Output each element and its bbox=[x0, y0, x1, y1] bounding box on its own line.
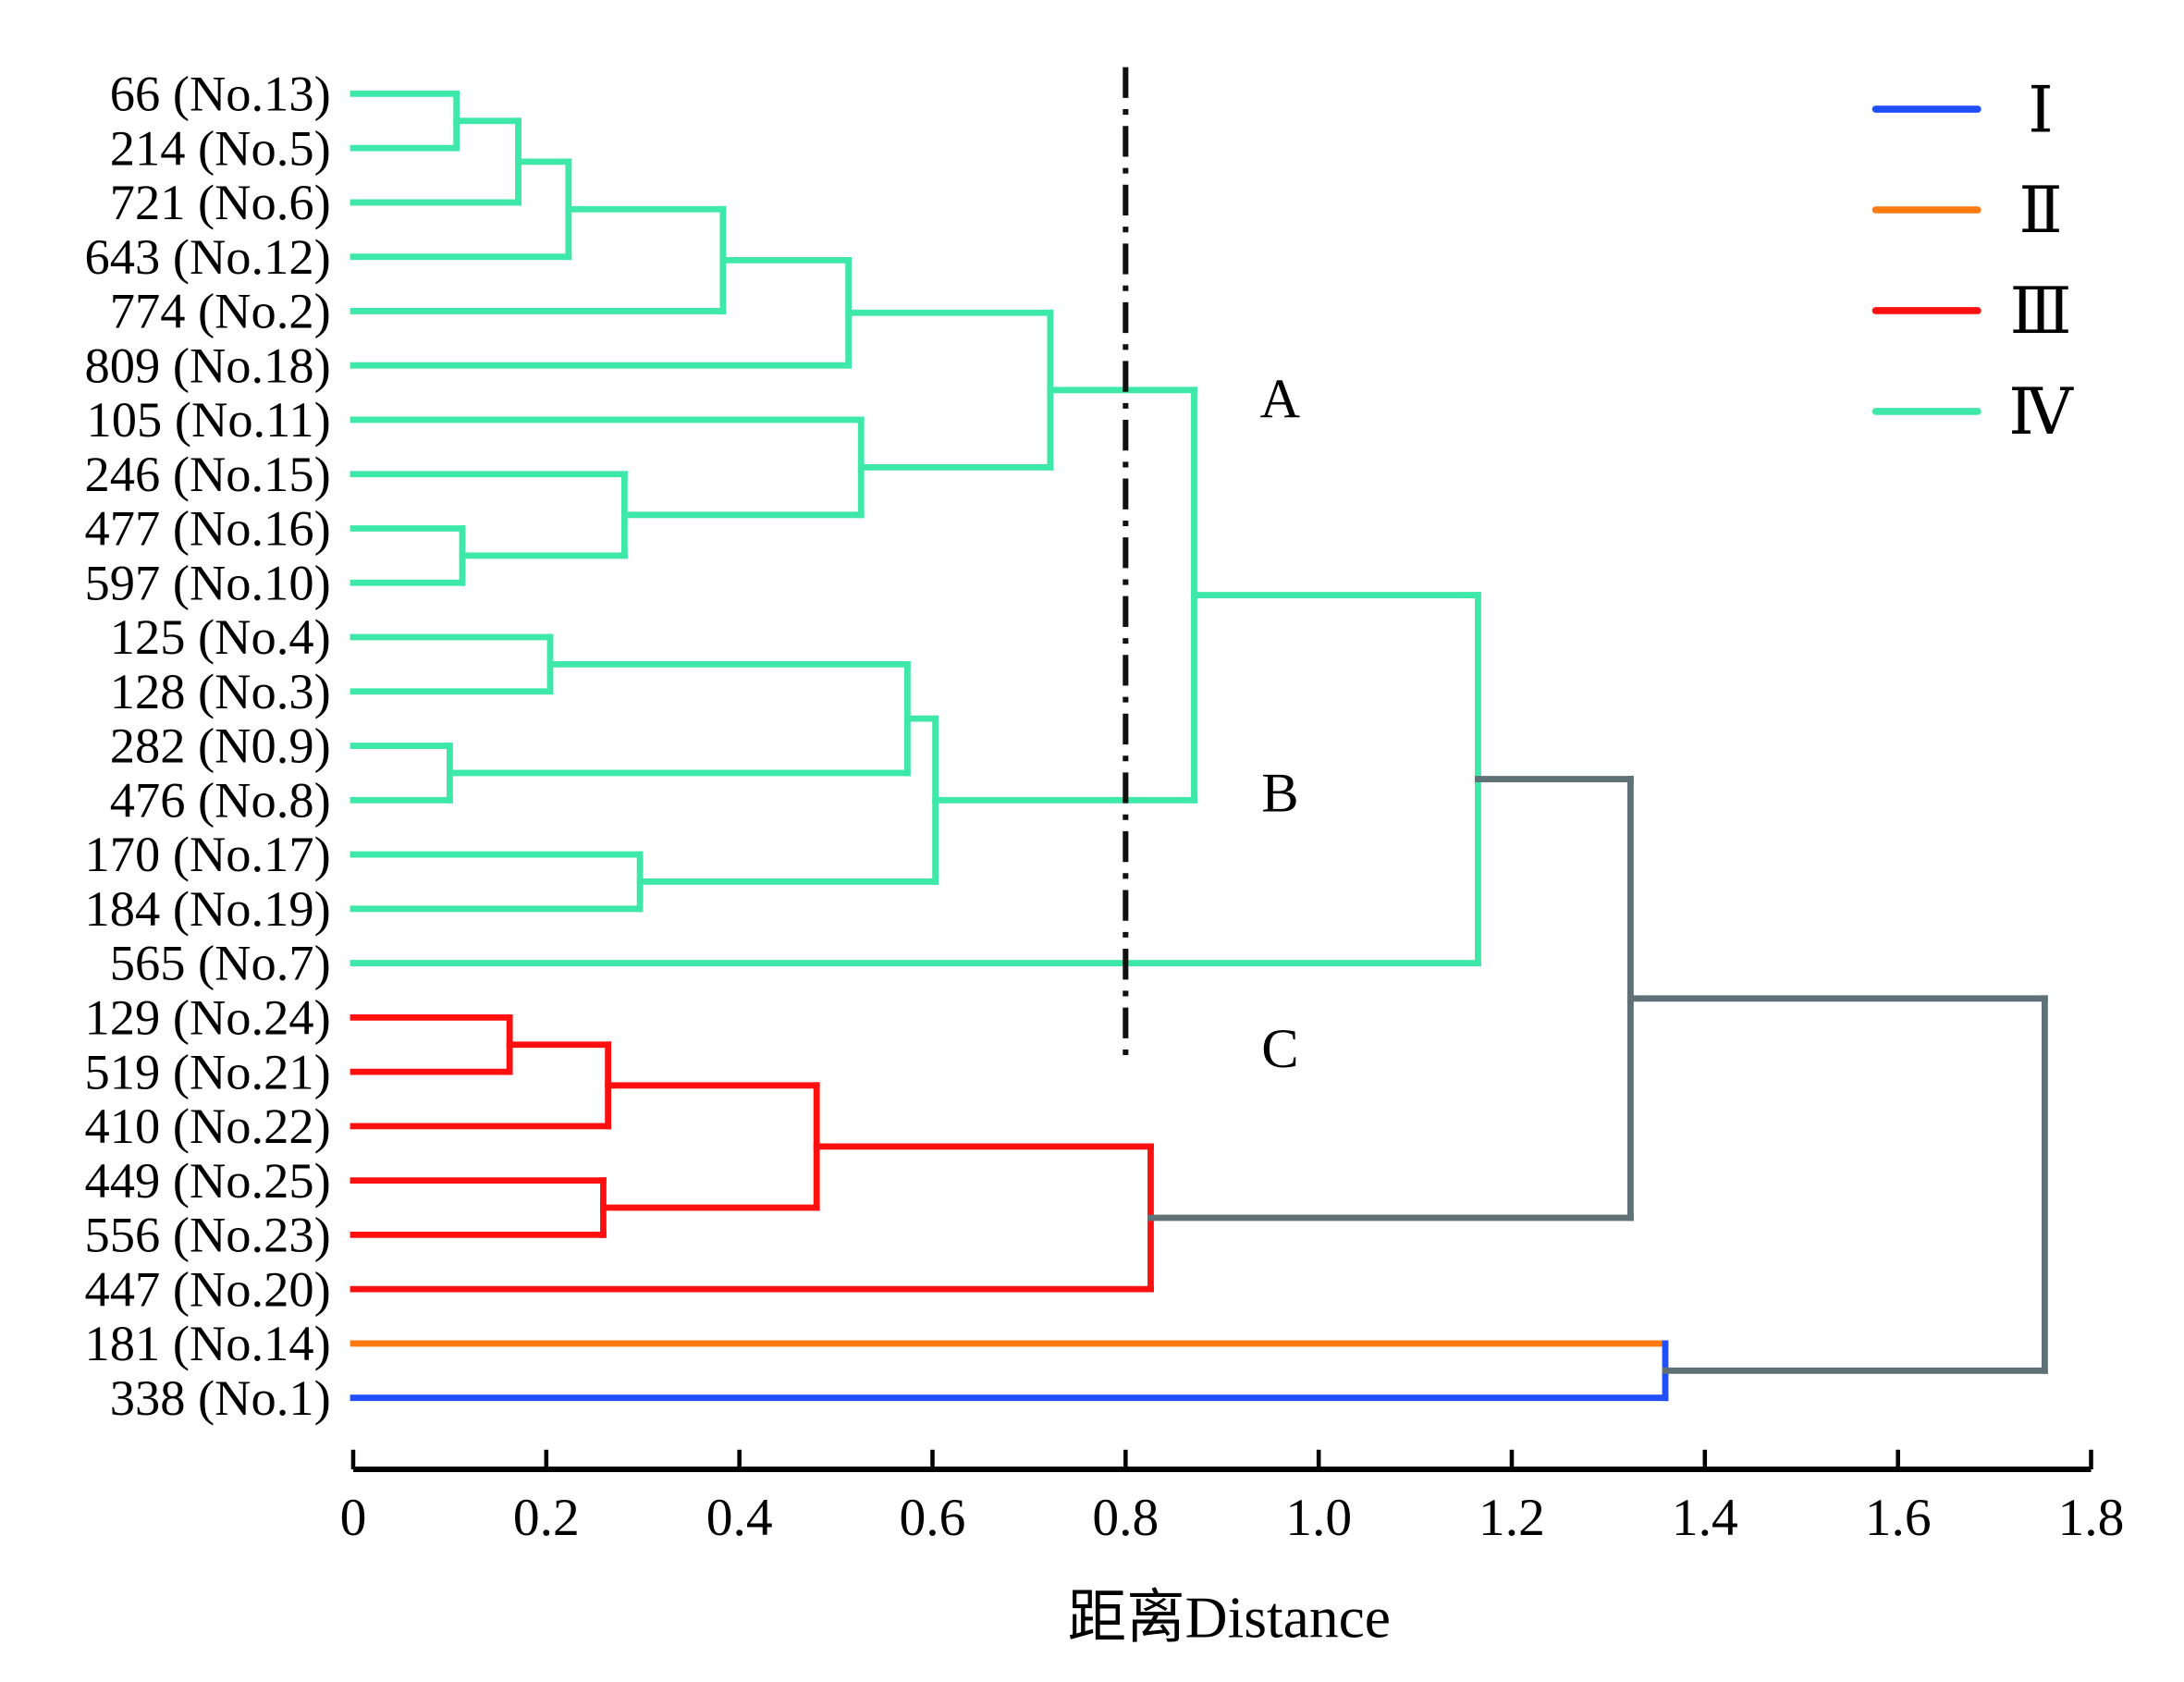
cluster-label-a: A bbox=[1260, 369, 1301, 431]
leaf-label: 449 (No.25) bbox=[84, 1152, 330, 1209]
x-tick-label: 1.0 bbox=[1285, 1489, 1352, 1547]
leaf-label: 477 (No.16) bbox=[84, 500, 330, 557]
cluster-label-b: B bbox=[1261, 763, 1298, 825]
x-tick-label: 0.4 bbox=[706, 1489, 773, 1547]
leaf-label: 246 (No.15) bbox=[84, 446, 330, 502]
leaf-label: 643 (No.12) bbox=[84, 228, 330, 285]
legend: Ⅰ Ⅱ Ⅲ Ⅳ bbox=[1871, 75, 2074, 448]
leaf-label: 597 (No.10) bbox=[84, 554, 330, 610]
leaf-label: 476 (No.8) bbox=[110, 771, 331, 828]
leaf-label: 105 (No.11) bbox=[87, 391, 331, 448]
leaf-label: 66 (No.13) bbox=[110, 66, 331, 122]
leaf-label: 128 (No.3) bbox=[110, 663, 331, 719]
x-axis: 0 0.2 0.4 0.6 0.8 1.0 1.2 1.4 1.6 1.8 bbox=[340, 1449, 2125, 1547]
x-tick-label: 0 bbox=[340, 1489, 367, 1547]
leaf-label: 129 (No.24) bbox=[84, 989, 330, 1046]
x-tick-label: 1.2 bbox=[1478, 1489, 1545, 1547]
leaf-labels: 66 (No.13)214 (No.5)721 (No.6)643 (No.12… bbox=[84, 66, 330, 1426]
leaf-label: 519 (No.21) bbox=[84, 1043, 330, 1099]
leaf-label: 774 (No.2) bbox=[110, 283, 331, 339]
leaf-label: 410 (No.22) bbox=[84, 1098, 330, 1154]
leaf-label: 565 (No.7) bbox=[110, 935, 331, 991]
leaf-label: 556 (No.23) bbox=[84, 1207, 330, 1263]
x-tick-label: 0.2 bbox=[513, 1489, 580, 1547]
leaf-label: 809 (No.18) bbox=[84, 337, 330, 393]
x-axis-title: 距离Distance bbox=[1068, 1585, 1391, 1651]
x-tick-label: 1.8 bbox=[2058, 1489, 2125, 1547]
legend-label: Ⅲ bbox=[2009, 276, 2071, 348]
x-tick-label: 1.6 bbox=[1865, 1489, 1932, 1547]
leaf-label: 282 (N0.9) bbox=[110, 718, 331, 774]
leaf-label: 721 (No.6) bbox=[110, 174, 331, 230]
cluster-label-c: C bbox=[1261, 1018, 1298, 1080]
x-tick-label: 1.4 bbox=[1672, 1489, 1738, 1547]
legend-label: Ⅰ bbox=[2028, 75, 2054, 146]
leaf-label: 125 (No.4) bbox=[110, 608, 331, 665]
leaf-label: 184 (No.19) bbox=[84, 880, 330, 937]
leaf-label: 338 (No.1) bbox=[110, 1369, 331, 1426]
cluster-annotations: A B C bbox=[1260, 369, 1301, 1080]
leaf-label: 181 (No.14) bbox=[84, 1315, 330, 1371]
legend-label: Ⅳ bbox=[2008, 377, 2074, 448]
legend-label: Ⅱ bbox=[2018, 176, 2062, 247]
dendrogram-links bbox=[350, 90, 2048, 1402]
leaf-label: 214 (No.5) bbox=[110, 119, 331, 176]
leaf-label: 170 (No.17) bbox=[84, 826, 330, 882]
x-tick-label: 0.6 bbox=[900, 1489, 966, 1547]
x-tick-label: 0.8 bbox=[1092, 1489, 1159, 1547]
leaf-label: 447 (No.20) bbox=[84, 1260, 330, 1317]
